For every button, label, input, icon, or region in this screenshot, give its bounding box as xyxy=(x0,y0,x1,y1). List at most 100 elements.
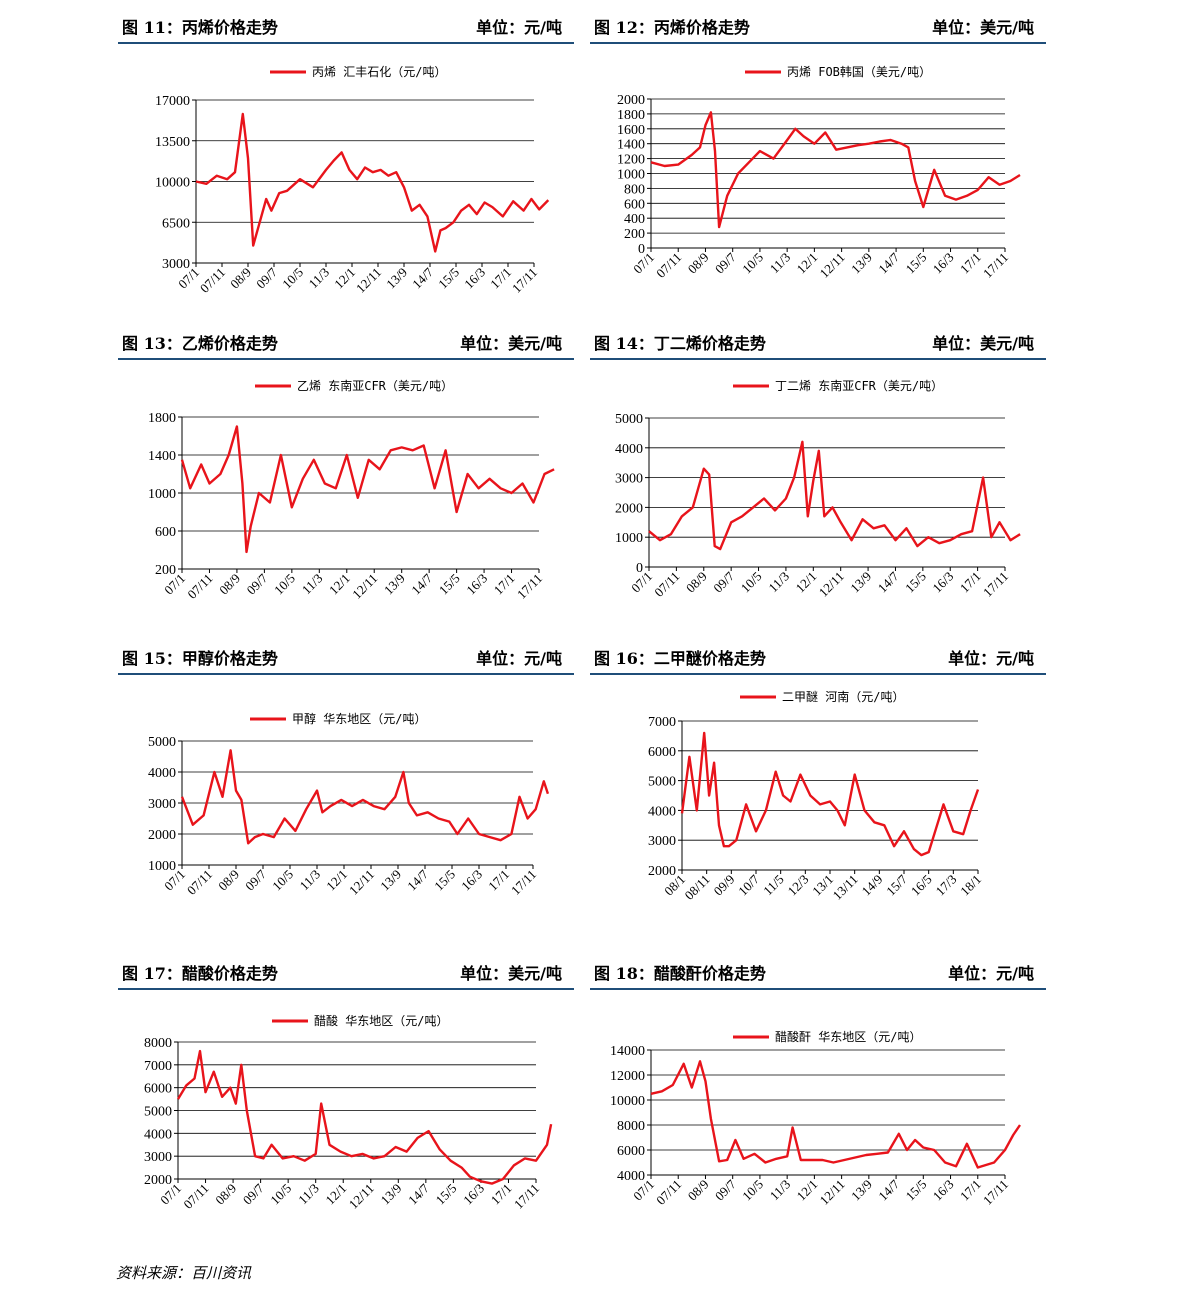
chart-unit: 单位：元/吨 xyxy=(476,649,562,668)
x-tick-label: 12/1 xyxy=(794,1177,821,1204)
x-tick-label: 08/9 xyxy=(227,265,254,292)
x-tick-label: 12/1 xyxy=(792,569,819,596)
x-tick-label: 08/9 xyxy=(683,569,710,596)
x-tick-label: 13/9 xyxy=(381,571,408,598)
x-tick-label: 17/11 xyxy=(980,1177,1011,1208)
legend-label: 醋酸酐 华东地区（元/吨） xyxy=(775,1029,921,1044)
x-tick-label: 17/1 xyxy=(957,569,984,596)
x-tick-label: 10/5 xyxy=(271,571,298,598)
x-tick-label: 17/1 xyxy=(491,571,518,598)
x-tick-label: 17/1 xyxy=(957,250,984,277)
y-tick-label: 14000 xyxy=(610,1044,645,1059)
x-tick-label: 14/7 xyxy=(405,1180,432,1207)
y-tick-label: 1000 xyxy=(148,859,176,874)
x-tick-label: 12/11 xyxy=(346,867,377,898)
x-tick-label: 14/7 xyxy=(875,1176,902,1203)
legend-label: 乙烯 东南亚CFR（美元/吨） xyxy=(297,378,453,393)
y-tick-label: 200 xyxy=(624,227,645,242)
title-rule xyxy=(590,673,1046,675)
chart-unit: 单位：美元/吨 xyxy=(460,334,562,353)
y-tick-label: 8000 xyxy=(617,1119,645,1134)
x-tick-label: 12/11 xyxy=(816,569,847,600)
y-tick-label: 6000 xyxy=(617,1144,645,1159)
x-tick-label: 07/11 xyxy=(197,265,228,296)
x-tick-label: 17/11 xyxy=(511,1181,542,1212)
x-tick-label: 08/9 xyxy=(685,1177,712,1204)
y-tick-label: 6000 xyxy=(648,745,676,760)
chart-unit: 单位：元/吨 xyxy=(948,964,1034,983)
x-tick-label: 10/5 xyxy=(269,867,296,894)
legend: 醋酸酐 华东地区（元/吨） xyxy=(733,1029,921,1044)
x-tick-label: 10/5 xyxy=(279,265,306,292)
x-tick-label: 11/3 xyxy=(297,867,324,894)
title-rule xyxy=(118,673,574,675)
x-tick-label: 14/7 xyxy=(875,568,902,595)
line-chart: 丙烯 FOB韩国（美元/吨）02004006008001000120014001… xyxy=(617,64,1021,281)
y-tick-label: 10000 xyxy=(155,176,190,191)
x-tick-label: 10/7 xyxy=(735,871,762,898)
chart-unit: 单位：元/吨 xyxy=(948,649,1034,668)
x-tick-label: 07/1 xyxy=(628,569,655,596)
chart-unit: 单位：美元/吨 xyxy=(460,964,562,983)
y-tick-label: 4000 xyxy=(648,804,676,819)
title-rule xyxy=(118,988,574,990)
x-tick-label: 17/11 xyxy=(514,571,545,602)
chart-title: 图 11：丙烯价格走势 xyxy=(122,18,278,37)
y-tick-label: 3000 xyxy=(148,797,176,812)
x-tick-label: 17/3 xyxy=(932,872,959,899)
x-tick-label: 17/1 xyxy=(485,867,512,894)
x-tick-label: 15/5 xyxy=(902,1177,929,1204)
y-tick-label: 3000 xyxy=(615,472,643,487)
legend: 二甲醚 河南（元/吨） xyxy=(740,689,904,704)
x-tick-label: 10/5 xyxy=(739,250,766,277)
line-chart: 甲醇 华东地区（元/吨）1000200030004000500007/107/1… xyxy=(148,711,550,898)
x-tick-label: 12/1 xyxy=(326,571,353,598)
legend: 丙烯 FOB韩国（美元/吨） xyxy=(745,64,931,79)
x-tick-label: 12/11 xyxy=(346,1181,377,1212)
legend: 丙烯 汇丰石化（元/吨） xyxy=(270,65,446,79)
x-tick-label: 13/9 xyxy=(848,1177,875,1204)
y-tick-label: 5000 xyxy=(648,775,676,790)
legend-label: 丙烯 汇丰石化（元/吨） xyxy=(312,65,446,79)
x-tick-label: 14/7 xyxy=(404,866,431,893)
x-tick-label: 08/9 xyxy=(216,571,243,598)
title-rule xyxy=(118,42,574,44)
legend: 丁二烯 东南亚CFR（美元/吨） xyxy=(733,378,943,393)
x-tick-label: 13/9 xyxy=(377,1181,404,1208)
y-tick-label: 2000 xyxy=(144,1173,172,1188)
x-tick-label: 07/11 xyxy=(184,571,215,602)
chart-unit: 单位：美元/吨 xyxy=(932,334,1034,353)
x-tick-label: 16/3 xyxy=(930,250,957,277)
x-tick-label: 12/1 xyxy=(323,867,350,894)
x-tick-label: 09/7 xyxy=(242,866,269,893)
x-tick-label: 07/11 xyxy=(651,569,682,600)
line-chart: 乙烯 东南亚CFR（美元/吨）20060010001400180007/107/… xyxy=(148,378,555,602)
x-tick-label: 07/11 xyxy=(184,867,215,898)
series-line xyxy=(195,112,550,253)
x-tick-label: 12/11 xyxy=(353,265,384,296)
chart-title: 图 17：醋酸价格走势 xyxy=(122,964,278,983)
series-line xyxy=(180,749,550,845)
y-tick-label: 0 xyxy=(638,242,645,257)
y-tick-label: 8000 xyxy=(144,1036,172,1051)
line-chart: 二甲醚 河南（元/吨）20003000400050006000700008/10… xyxy=(648,689,984,903)
x-tick-label: 11/3 xyxy=(767,250,794,277)
x-tick-label: 17/1 xyxy=(957,1177,984,1204)
y-tick-label: 4000 xyxy=(615,442,643,457)
x-tick-label: 07/11 xyxy=(653,1177,684,1208)
line-chart: 丙烯 汇丰石化（元/吨）3000650010000135001700007/10… xyxy=(155,65,550,296)
y-tick-label: 12000 xyxy=(610,1069,645,1084)
x-tick-label: 16/3 xyxy=(929,569,956,596)
y-tick-label: 17000 xyxy=(155,94,190,109)
title-rule xyxy=(590,42,1046,44)
x-tick-label: 18/1 xyxy=(957,872,984,899)
y-tick-label: 0 xyxy=(636,561,643,576)
x-tick-label: 08/9 xyxy=(212,1181,239,1208)
chart-title: 图 15：甲醇价格走势 xyxy=(122,649,278,668)
x-tick-label: 16/3 xyxy=(463,571,490,598)
chart-title: 图 12：丙烯价格走势 xyxy=(594,18,750,37)
y-tick-label: 200 xyxy=(155,563,176,578)
y-tick-label: 400 xyxy=(624,212,645,227)
series-line xyxy=(680,731,980,857)
x-tick-label: 10/5 xyxy=(738,569,765,596)
